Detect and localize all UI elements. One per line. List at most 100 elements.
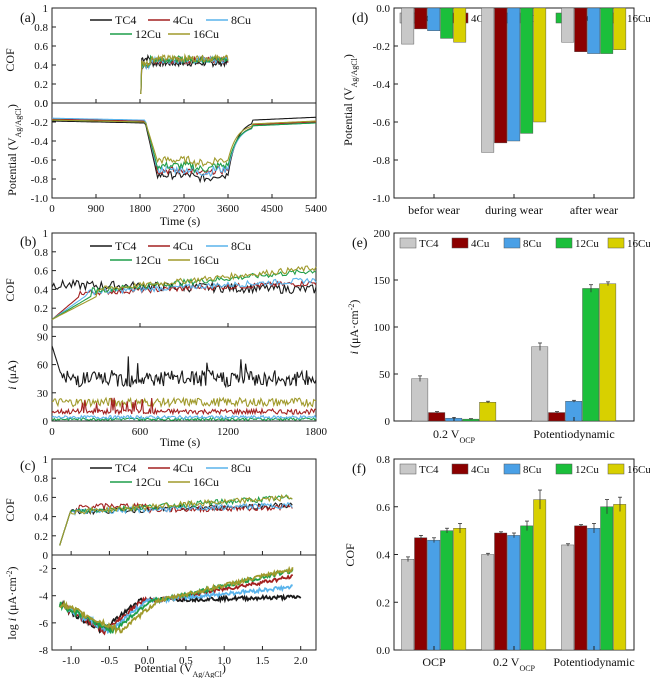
panel-a-pot-line-4Cu	[52, 118, 317, 176]
bar-4Cu	[574, 7, 588, 52]
panel-c-logi-line-12Cu	[58, 568, 294, 635]
x-tick-label: 1800	[305, 426, 328, 438]
label-part: OCP	[519, 664, 535, 673]
panel-b-cof-tick: 1	[43, 228, 49, 240]
legend-swatch-12Cu	[555, 463, 573, 475]
x-tick-label: 0.0	[141, 655, 155, 667]
bar-TC4	[481, 7, 495, 153]
panel-f-label: (f)	[352, 462, 366, 477]
label-part: (μA)	[5, 360, 19, 386]
legend-label-16Cu: 16Cu	[193, 253, 219, 267]
panel-a-pot-tick: -0.4	[31, 136, 49, 148]
legend-swatch-16Cu	[607, 463, 625, 475]
panel-d-tick: -1.0	[373, 193, 391, 205]
panel-d-tick: -0.2	[373, 41, 390, 53]
panel-c-logi-tick: -6	[39, 618, 49, 630]
panel-a-pot-ylabel: Potential (VAg/AgCl)	[5, 104, 23, 196]
label-part: -2	[5, 570, 14, 577]
panel-c-label: (c)	[20, 459, 36, 474]
x-tick-label: 1.0	[217, 655, 231, 667]
bar-16Cu	[599, 283, 617, 422]
panel-b-i-line-8Cu	[51, 414, 317, 421]
label-part: )	[341, 54, 355, 58]
panel-a-cof-tick: 0.8	[34, 22, 48, 34]
legend-swatch-16Cu	[607, 237, 625, 249]
panel-f-ylabel: COF	[343, 543, 357, 567]
label-part: )	[5, 566, 19, 570]
label-part: Potential (V	[134, 661, 193, 675]
panel-c-cof-tick: 0.4	[34, 512, 48, 524]
panel-c-logi-line-8Cu	[59, 584, 293, 635]
category-label: 0.2 VOCP	[493, 655, 536, 673]
panel-a-cof-tick: 0	[43, 98, 49, 110]
panel-b-i-line-16Cu	[51, 396, 317, 409]
panel-b-label: (b)	[20, 235, 37, 250]
legend-label-TC4: TC4	[115, 239, 136, 253]
label-part: log	[5, 621, 19, 639]
panel-c-cof-line-12Cu	[59, 494, 293, 546]
category-label: OCP	[422, 655, 446, 669]
panel-c-logi-tick: -8	[39, 645, 49, 657]
bar-8Cu	[507, 535, 521, 651]
bar-12Cu	[582, 288, 600, 422]
label-part: i	[5, 618, 19, 621]
bar-TC4	[561, 544, 575, 651]
panel-b-cof-line-16Cu	[51, 265, 317, 320]
panel-e-tick: 150	[374, 275, 391, 287]
bar-16Cu	[613, 7, 627, 50]
panel-a-pot-tick: -0.2	[31, 117, 48, 129]
panel-b-i-ylabel: i (μA)	[5, 360, 19, 389]
panel-a-cof-tick: 0.2	[34, 79, 48, 91]
panel-d-tick: -0.6	[373, 117, 391, 129]
bar-4Cu	[414, 7, 428, 30]
legend-swatch-8Cu	[503, 463, 521, 475]
x-tick-label: 3600	[217, 203, 240, 215]
bar-12Cu	[600, 7, 614, 54]
bar-8Cu	[587, 7, 601, 54]
panel-c-logi-line-16Cu	[59, 565, 294, 635]
bar-TC4	[411, 378, 429, 422]
category-label: Potentiodynamic	[533, 427, 614, 441]
legend-swatch-TC4	[399, 237, 417, 249]
label-part: )	[347, 300, 361, 304]
panel-a-xlabel: Time (s)	[160, 214, 201, 228]
legend-label-4Cu: 4Cu	[471, 238, 490, 250]
label-part: Potential (V	[341, 87, 355, 146]
label-part: 0.2 V	[433, 427, 460, 441]
legend-swatch-4Cu	[451, 237, 469, 249]
panel-b-cof-tick: 0.4	[34, 284, 48, 296]
label-part: )	[5, 104, 19, 108]
label-part: Ag/AgCl	[350, 57, 359, 87]
panel-e-tick: 100	[374, 322, 391, 334]
legend-label-4Cu: 4Cu	[471, 464, 490, 476]
label-part: (μA·cm	[5, 576, 19, 617]
panel-a-pot-frame	[51, 102, 317, 199]
panel-b-i-tick: 0	[43, 416, 49, 428]
panel-b-cof-line-4Cu	[51, 279, 317, 320]
panel-a-cof-ylabel: COF	[3, 48, 17, 72]
bar-4Cu	[494, 7, 508, 144]
panel-c-cof-tick: 0.2	[34, 531, 48, 543]
panel-b-i-tick: 90	[37, 331, 49, 343]
label-part: Ag/AgCl	[14, 107, 23, 137]
panel-a-cof-tick: 0.4	[34, 60, 48, 72]
panel-d-tick: -0.8	[373, 155, 391, 167]
panel-c-cof-tick: 0.8	[34, 473, 48, 485]
panel-e-tick: 50	[379, 369, 391, 381]
panel-c-cof-tick: 0.6	[34, 492, 48, 504]
panel-a-pot-tick: -1.0	[31, 193, 49, 205]
panel-b-i-line-TC4	[51, 345, 317, 389]
bar-12Cu	[520, 7, 534, 134]
legend-label-8Cu: 8Cu	[231, 239, 251, 253]
panel-b-cof-line-12Cu	[51, 268, 317, 320]
bar-4Cu	[574, 525, 588, 651]
bar-TC4	[561, 7, 575, 43]
x-tick-label: 900	[88, 203, 105, 215]
panel-c-xlabel: Potential (VAg/AgCl)	[134, 661, 226, 678]
legend-label-8Cu: 8Cu	[231, 461, 251, 475]
x-tick-label: 2.0	[294, 655, 308, 667]
x-tick-label: 600	[132, 426, 149, 438]
label-part: (μA·cm	[347, 310, 361, 351]
bar-4Cu	[494, 532, 508, 651]
